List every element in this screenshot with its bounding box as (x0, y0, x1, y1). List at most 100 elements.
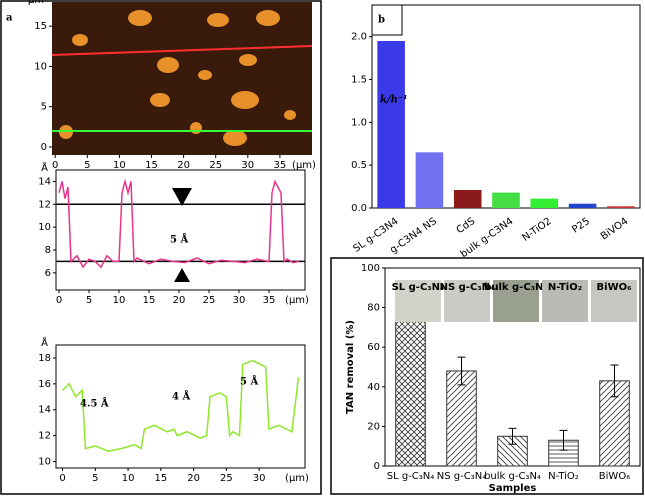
sample-photo (493, 280, 539, 322)
y-tick-label: 16 (38, 379, 51, 390)
photo-label: BiWO₆ (597, 282, 632, 293)
x-tick-label: 30 (233, 295, 246, 306)
y-tick-label: 10 (34, 61, 47, 72)
afm-image (51, 2, 313, 282)
annotation: 5 Å (170, 234, 188, 246)
plot-frame (55, 344, 306, 469)
x-label: Samples (489, 483, 537, 494)
x-unit: (μm) (285, 295, 309, 306)
x-tick-label: P25 (570, 216, 592, 236)
bar (415, 152, 444, 208)
label-box (371, 4, 403, 36)
y-tick-label: 20 (367, 421, 380, 432)
x-unit: (μm) (285, 473, 309, 484)
y-tick-label: 0.5 (351, 160, 367, 171)
bar (568, 203, 597, 208)
x-tick-label: 0 (52, 160, 58, 171)
x-tick-label: 35 (263, 295, 276, 306)
photo-label: SL g-C₃N₄ (392, 282, 445, 293)
y-tick-label: 12 (38, 431, 51, 442)
y-tick-label: 8 (45, 245, 51, 256)
y-tick-label: 80 (367, 303, 380, 314)
error-bar (559, 429, 568, 451)
x-tick-label: N-TiO2 (520, 216, 553, 244)
y-tick-label: 100 (361, 263, 380, 274)
profile-line (58, 178, 300, 269)
y-tick-label: 14 (38, 405, 51, 416)
x-tick-label: NS g-C₃N₄ (437, 471, 486, 482)
bar (530, 198, 559, 208)
x-tick-label: CdS (455, 216, 477, 236)
x-tick-label: 25 (220, 473, 233, 484)
y-tick-label: 10 (38, 457, 51, 468)
x-unit: (μm) (292, 160, 316, 171)
x-tick-label: 15 (154, 473, 167, 484)
x-tick-label: 0 (56, 295, 62, 306)
bar (607, 206, 635, 208)
y-unit: μm (28, 0, 44, 6)
y-unit: Å (41, 336, 48, 349)
y-tick-label: 5 (41, 102, 47, 113)
x-tick-label: 25 (209, 160, 222, 171)
x-tick-label: 30 (253, 473, 266, 484)
y-tick-label: 15 (34, 21, 47, 32)
y-tick-label: 10 (38, 222, 51, 233)
x-tick-label: 15 (143, 295, 156, 306)
bar (377, 40, 405, 208)
y-tick-label: 18 (38, 353, 51, 364)
y-tick-label: 40 (367, 382, 380, 393)
x-tick-label: 10 (122, 473, 135, 484)
x-tick-label: 0 (59, 473, 65, 484)
x-tick-label: 30 (241, 160, 254, 171)
sample-photo (591, 280, 637, 322)
y-tick-label: 12 (38, 199, 51, 210)
x-tick-label: BiWO₆ (599, 471, 630, 482)
y-label: TAN removal (%) (345, 320, 356, 414)
error-bar (457, 356, 466, 386)
annotation: 5 Å (240, 376, 258, 388)
sample-photo (444, 280, 490, 322)
x-tick-label: N-TiO₂ (548, 471, 579, 482)
y-tick-label: 60 (367, 342, 380, 353)
photo-label: NS g-C₃N₄ (440, 282, 495, 293)
sample-photo (395, 280, 441, 322)
y-tick-label: 0 (374, 461, 380, 472)
y-tick-label: 1.5 (351, 75, 367, 86)
x-tick-label: 20 (187, 473, 200, 484)
x-tick-label: 25 (203, 295, 216, 306)
photo-label: bulk g-C₃N₄ (484, 282, 548, 293)
x-tick-label: 5 (84, 160, 90, 171)
x-tick-label: 20 (177, 160, 190, 171)
x-tick-label: SL g-C₃N₄ (387, 471, 435, 482)
y-tick-label: 0.0 (351, 203, 367, 214)
plot-frame (55, 169, 306, 291)
x-tick-label: 5 (86, 295, 92, 306)
bar (492, 192, 520, 208)
y-label: k/h⁻¹ (380, 95, 408, 106)
y-unit: Å (41, 161, 48, 174)
panel-c-frame (330, 257, 644, 495)
error-bar (508, 427, 517, 445)
annotation: 4 Å (172, 391, 190, 403)
x-tick-label: 20 (173, 295, 186, 306)
photo-label: N-TiO₂ (548, 282, 582, 293)
x-tick-label: bulk g-C₃N₄ (484, 471, 541, 482)
x-tick-label: BiVO4 (599, 216, 630, 243)
panel-label: a (6, 13, 13, 24)
x-tick-label: 15 (145, 160, 158, 171)
x-tick-label: 10 (113, 295, 126, 306)
sample-photo (542, 280, 588, 322)
bar (453, 190, 482, 208)
panel-a-frame (0, 0, 322, 495)
y-tick-label: 2.0 (351, 32, 367, 43)
x-tick-label: 10 (113, 160, 126, 171)
annotation: 4.5 Å (80, 398, 109, 410)
profile-line (62, 359, 300, 452)
y-tick-label: 0 (41, 142, 47, 153)
x-tick-label: 35 (274, 160, 287, 171)
x-tick-label: 5 (92, 473, 98, 484)
bar (395, 311, 426, 467)
y-tick-label: 14 (38, 176, 51, 187)
